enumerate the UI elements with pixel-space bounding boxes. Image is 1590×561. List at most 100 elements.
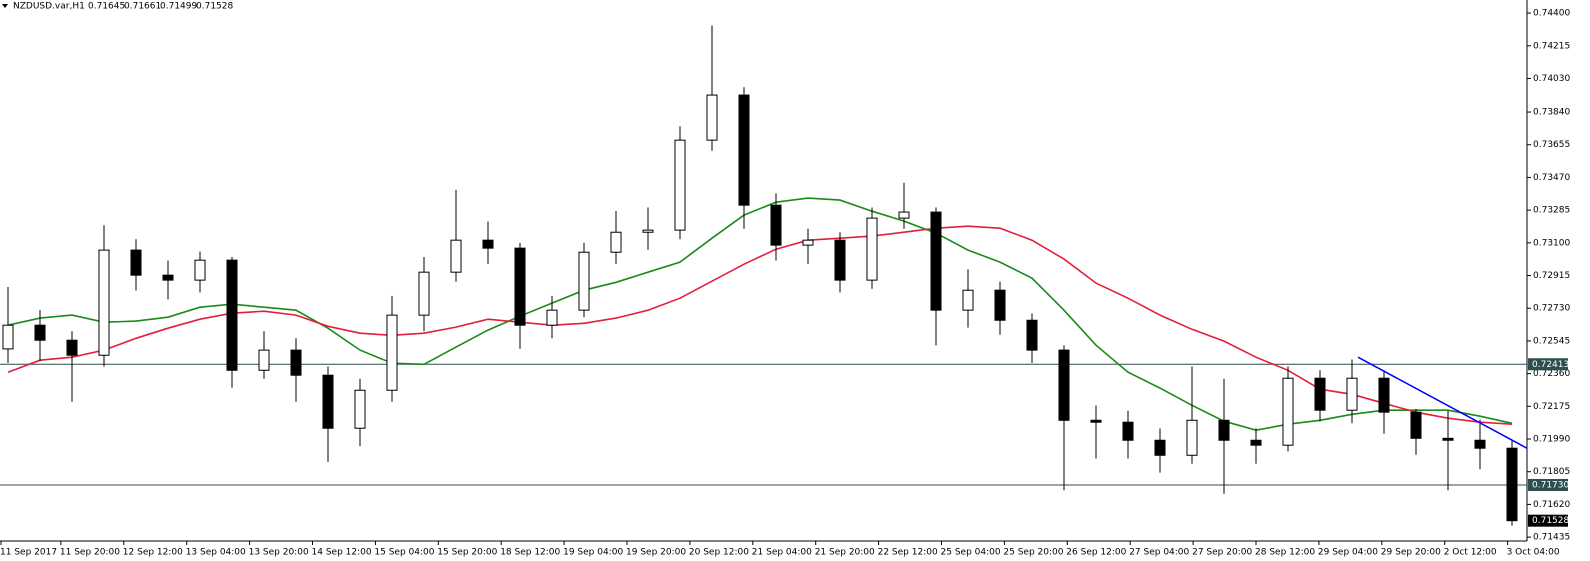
- x-tick-label: 25 Sep 20:00: [1003, 548, 1063, 558]
- x-tick-label: 11 Sep 20:00: [60, 548, 120, 558]
- chart-title: NZDUSD.var,H1: [13, 2, 85, 12]
- level-label-box: [1528, 478, 1568, 491]
- y-tick-label: 0.73285: [1533, 206, 1570, 216]
- candle-body: [258, 349, 270, 371]
- candle-body: [194, 259, 206, 281]
- candle-body: [1186, 419, 1198, 456]
- candle-body: [1282, 377, 1294, 446]
- candle-body: [546, 309, 558, 326]
- candle-body: [674, 139, 686, 231]
- candle-body: [1090, 419, 1102, 423]
- y-tick-label: 0.71435: [1533, 533, 1570, 543]
- x-tick-label: 26 Sep 12:00: [1066, 548, 1126, 558]
- candle-body: [706, 94, 718, 141]
- current-price-box: [1528, 514, 1568, 527]
- x-tick-label: 13 Sep 04:00: [186, 548, 246, 558]
- candle-body: [226, 259, 238, 371]
- y-tick-label: 0.74030: [1533, 74, 1570, 84]
- moving-average: [7, 225, 1513, 425]
- candle-body: [1410, 411, 1422, 439]
- x-tick-label: 14 Sep 12:00: [312, 548, 372, 558]
- y-tick-label: 0.72360: [1533, 369, 1570, 379]
- moving-average: [7, 197, 1513, 432]
- candle-body: [98, 249, 110, 356]
- x-tick-label: 28 Sep 12:00: [1255, 548, 1315, 558]
- y-tick-label: 0.73100: [1533, 238, 1570, 248]
- candle-body: [1218, 419, 1230, 441]
- x-tick-label: 2 Oct 12:00: [1444, 548, 1497, 558]
- candle-body: [1314, 377, 1326, 411]
- candle-body: [354, 389, 366, 429]
- candle-body: [1474, 439, 1486, 449]
- x-tick-label: 20 Sep 12:00: [689, 548, 749, 558]
- menu-arrow: [2, 4, 8, 8]
- candle-body: [802, 239, 814, 246]
- y-tick-label: 0.73655: [1533, 140, 1570, 150]
- x-tick-label: 3 Oct 04:00: [1507, 548, 1560, 558]
- candle-body: [1026, 319, 1038, 351]
- y-tick-label: 0.72545: [1533, 336, 1570, 346]
- header-value: 0.71499: [160, 2, 197, 12]
- x-tick-label: 12 Sep 12:00: [123, 548, 183, 558]
- x-tick-label: 27 Sep 04:00: [1129, 548, 1189, 558]
- y-tick-label: 0.73470: [1533, 173, 1570, 183]
- candle-body: [930, 211, 942, 311]
- candle-body: [962, 289, 974, 311]
- candle-body: [578, 251, 590, 311]
- x-tick-label: 27 Sep 20:00: [1192, 548, 1252, 558]
- x-tick-label: 19 Sep 20:00: [626, 548, 686, 558]
- x-tick-label: 22 Sep 12:00: [878, 548, 938, 558]
- x-tick-label: 25 Sep 04:00: [941, 548, 1001, 558]
- candle-body: [1154, 439, 1166, 456]
- candle-body: [450, 239, 462, 273]
- candle-body: [386, 314, 398, 391]
- candle-body: [418, 271, 430, 316]
- y-tick-label: 0.71990: [1533, 435, 1570, 445]
- y-tick-label: 0.72730: [1533, 304, 1570, 314]
- x-tick-label: 11 Sep 2017: [0, 548, 57, 558]
- x-tick-label: 15 Sep 04:00: [374, 548, 434, 558]
- candle-body: [866, 217, 878, 281]
- x-tick-label: 21 Sep 04:00: [752, 548, 812, 558]
- candle-body: [994, 289, 1006, 321]
- candle-body: [1506, 447, 1518, 522]
- y-tick-label: 0.73840: [1533, 108, 1570, 118]
- y-tick-label: 0.72175: [1533, 402, 1570, 412]
- header-value: 0.71528: [196, 2, 233, 12]
- candle-body: [610, 231, 622, 253]
- candle-body: [514, 247, 526, 326]
- y-tick-label: 0.71805: [1533, 467, 1570, 477]
- y-tick-label: 0.72915: [1533, 271, 1570, 281]
- candle-body: [322, 374, 334, 429]
- level-label: 0.71730: [1532, 480, 1569, 490]
- x-tick-label: 29 Sep 20:00: [1381, 548, 1441, 558]
- candle-body: [1378, 377, 1390, 413]
- trendline: [1357, 356, 1528, 449]
- header-value: 0.71645: [88, 2, 125, 12]
- x-tick-label: 15 Sep 20:00: [437, 548, 497, 558]
- candle-body: [1346, 377, 1358, 411]
- candle-body: [1442, 437, 1454, 441]
- x-tick-label: 21 Sep 20:00: [815, 548, 875, 558]
- candle-body: [770, 204, 782, 246]
- candle-body: [1122, 421, 1134, 441]
- y-tick-label: 0.74215: [1533, 41, 1570, 51]
- candle-body: [1250, 439, 1262, 446]
- x-tick-label: 13 Sep 20:00: [249, 548, 309, 558]
- candle-body: [482, 239, 494, 249]
- candle-body: [1058, 349, 1070, 421]
- candle-body: [130, 249, 142, 276]
- y-tick-label: 0.71620: [1533, 500, 1570, 510]
- candle-body: [66, 339, 78, 356]
- candle-body: [34, 324, 46, 341]
- level-label: 0.72413: [1532, 360, 1569, 370]
- candle-body: [2, 324, 14, 350]
- x-tick-label: 18 Sep 12:00: [500, 548, 560, 558]
- x-tick-label: 29 Sep 04:00: [1318, 548, 1378, 558]
- candle-body: [290, 349, 302, 376]
- candle-body: [898, 211, 910, 219]
- header-value: 0.71661: [124, 2, 161, 12]
- candle-body: [834, 239, 846, 281]
- current-price-label: 0.71528: [1532, 516, 1569, 526]
- x-tick-label: 19 Sep 04:00: [563, 548, 623, 558]
